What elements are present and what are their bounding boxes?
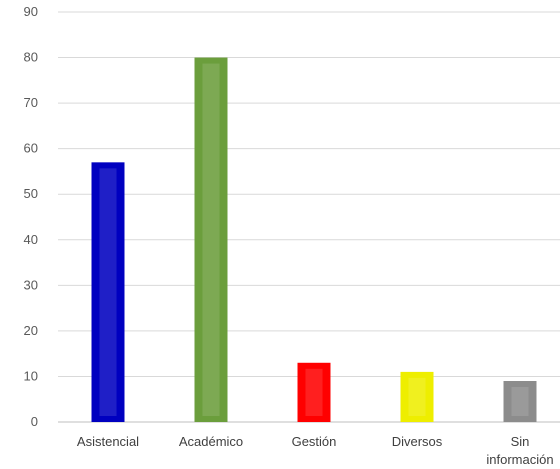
bars [91,57,537,423]
x-category-label: Diversos [392,434,443,449]
bar [194,57,228,423]
bar-inner-highlight [99,168,117,416]
gridlines [58,11,560,423]
bar-fill [400,371,434,422]
y-tick-label: 90 [24,4,38,19]
bar [297,362,331,422]
bar-fill [297,362,331,422]
x-category-label: Asistencial [77,434,139,449]
y-tick-label: 20 [24,323,38,338]
bar-fill [91,162,125,423]
bar [503,381,537,422]
x-axis-labels: Asistencial Académico Gestión Diversos Sin in… [77,434,554,467]
bar-inner-highlight [202,63,220,417]
y-tick-label: 0 [31,414,38,429]
y-tick-label: 50 [24,186,38,201]
y-tick-label: 10 [24,368,38,383]
bar-fill [503,381,537,422]
bar [400,371,434,422]
y-tick-label: 80 [24,50,38,65]
y-tick-label: 60 [24,141,38,156]
x-category-label: información [486,452,553,467]
bar-inner-highlight [408,377,426,416]
x-category-label: Académico [179,434,243,449]
bar-inner-highlight [305,368,323,416]
x-category-label: Gestión [292,434,337,449]
y-tick-label: 30 [24,277,38,292]
y-axis-ticks: 0 10 20 30 40 50 60 70 80 90 [24,4,38,429]
bar-inner-highlight [511,387,529,416]
bar-fill [194,57,228,423]
x-category-label: Sin [511,434,530,449]
bar [91,162,125,423]
y-tick-label: 40 [24,232,38,247]
y-tick-label: 70 [24,95,38,110]
